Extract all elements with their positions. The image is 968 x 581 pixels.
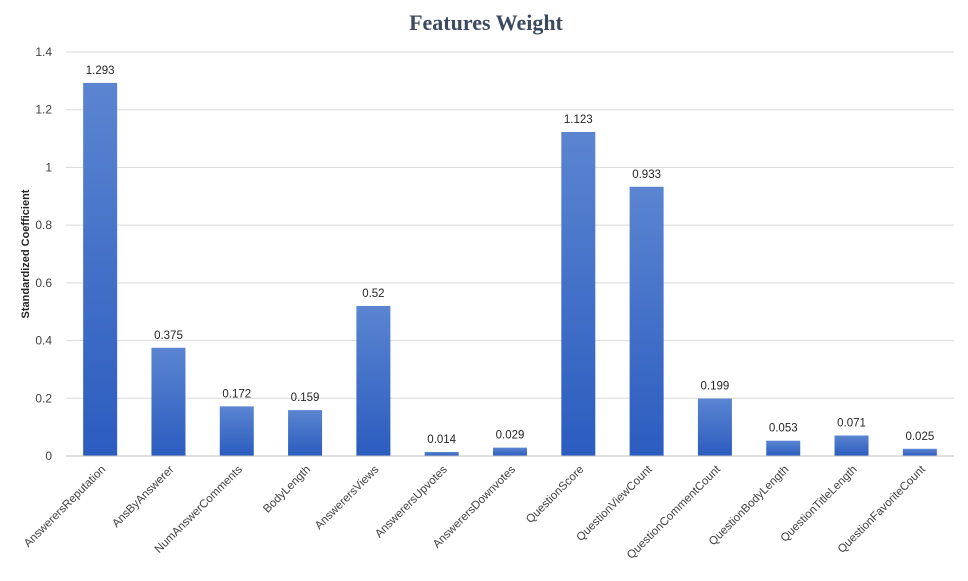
- x-tick-label: BodyLength: [261, 464, 313, 516]
- gridlines: [66, 51, 954, 399]
- x-tick-label: AnsByAnswerer: [110, 464, 176, 530]
- bar: [766, 440, 801, 456]
- bar: [834, 435, 869, 456]
- data-label: 0.029: [496, 430, 525, 442]
- y-tick-label: 1.2: [35, 103, 52, 117]
- data-label: 0.52: [362, 288, 384, 300]
- x-axis-ticks: AnswerersReputation AnsByAnswererNumAnswe…: [22, 463, 928, 562]
- data-labels: 1.293 0.375 0.172 0.159 0.52 0.014 0.029 1.123 0…: [86, 65, 934, 446]
- data-label: 0.025: [905, 431, 934, 443]
- chart-title: Features Weight: [409, 10, 563, 35]
- bar: [697, 398, 732, 456]
- x-tick-label: QuestionScore: [524, 464, 586, 526]
- data-label: 0.053: [769, 423, 798, 435]
- bars: [83, 82, 937, 457]
- data-label: 0.159: [291, 392, 320, 404]
- bar: [629, 186, 664, 456]
- y-tick-label: 1.4: [35, 45, 52, 59]
- x-tick-label: AnswerersReputation: [22, 464, 108, 550]
- bar: [493, 447, 527, 456]
- y-axis-ticks: 0 0.2 0.4 0.6 0.8 1 1.2 1.4: [35, 45, 52, 463]
- y-tick-label: 0: [45, 449, 52, 463]
- bar: [561, 131, 596, 457]
- data-label: 0.014: [427, 434, 456, 446]
- y-tick-label: 0.2: [35, 391, 52, 405]
- x-tick-label: AnswerersUpvotes: [373, 463, 450, 540]
- bar: [288, 410, 323, 456]
- x-tick-label: QuestionViewCount: [575, 463, 656, 544]
- x-tick-label: AnswerersViews: [313, 463, 382, 532]
- bar: [83, 82, 118, 457]
- data-label: 1.293: [86, 65, 115, 77]
- bar: [902, 448, 937, 456]
- y-tick-label: 0.6: [35, 276, 52, 290]
- data-label: 1.123: [564, 114, 593, 126]
- data-label: 0.071: [837, 418, 866, 430]
- data-label: 0.375: [154, 330, 183, 342]
- data-label: 0.199: [701, 381, 730, 393]
- data-label: 0.933: [632, 169, 661, 181]
- y-axis-label: Standardized Coefficient: [20, 189, 32, 318]
- bar: [219, 406, 254, 456]
- bar: [356, 305, 391, 456]
- bar: [424, 451, 459, 456]
- data-label: 0.172: [222, 388, 251, 400]
- y-tick-label: 0.4: [35, 334, 52, 348]
- y-tick-label: 0.8: [35, 218, 52, 232]
- bar: [151, 347, 186, 456]
- y-tick-label: 1: [45, 160, 52, 174]
- x-tick-label: QuestionTitleLength: [779, 464, 860, 545]
